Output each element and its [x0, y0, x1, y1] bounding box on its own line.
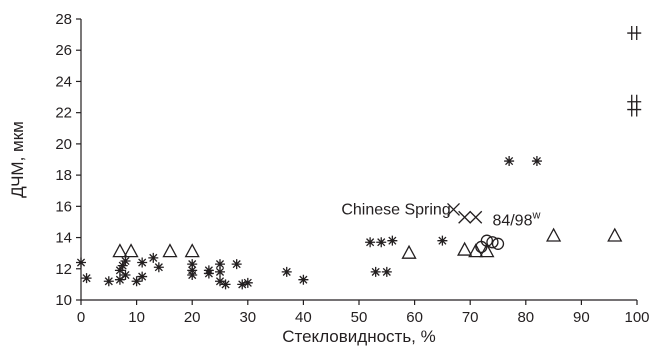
data-point-triangle	[546, 227, 562, 242]
axes	[80, 19, 637, 301]
data-point-asterisk	[370, 266, 381, 277]
data-point-cross	[447, 202, 460, 216]
data-point-triangle	[162, 243, 178, 258]
data-point-asterisk	[242, 277, 253, 288]
y-tick-label: 22	[55, 105, 72, 122]
y-tick-label: 10	[55, 292, 72, 309]
data-point-asterisk	[220, 279, 231, 290]
y-tick-label: 14	[55, 230, 72, 247]
data-point-triangle	[401, 244, 417, 259]
data-point-cross	[458, 210, 472, 224]
x-tick-label: 50	[351, 309, 368, 326]
x-tick-label: 40	[295, 309, 312, 326]
y-tick-label: 18	[55, 167, 72, 184]
data-point-asterisk	[137, 257, 148, 268]
data-point-asterisk	[376, 237, 387, 248]
annotations: Chinese Spring 84/98w	[341, 201, 540, 229]
y-axis-title: ДЧМ, мкм	[8, 121, 27, 198]
data-point-asterisk	[203, 265, 214, 276]
x-tick-label: 90	[573, 309, 590, 326]
data-point-asterisk	[153, 262, 164, 273]
x-axis-title: Стекловидность, %	[282, 327, 436, 346]
y-tick-label: 26	[55, 42, 72, 59]
y-tick-label: 20	[55, 136, 72, 153]
data-point-triangle	[607, 227, 623, 242]
data-point-asterisk	[120, 270, 131, 281]
y-tick-label: 16	[55, 198, 72, 215]
data-point-asterisk	[137, 271, 148, 282]
data-point-asterisk	[231, 259, 242, 270]
data-point-asterisk	[237, 279, 248, 290]
data-point-asterisk	[531, 156, 542, 167]
x-tick-label: 70	[462, 309, 479, 326]
data-point-asterisk	[215, 276, 225, 287]
x-tick-label: 80	[517, 309, 534, 326]
data-point-triangle	[468, 243, 484, 258]
annotation-label: Chinese Spring	[341, 201, 450, 218]
data-point-circle	[486, 236, 499, 249]
data-point-asterisk	[215, 259, 225, 270]
data-point-asterisk	[281, 266, 292, 277]
data-point-asterisk	[81, 273, 92, 284]
data-point-triangle	[184, 243, 200, 258]
data-point-triangle	[479, 243, 495, 258]
data-point-asterisk	[365, 237, 376, 248]
data-point-asterisk	[114, 274, 125, 285]
y-tick-label: 28	[55, 11, 72, 28]
data-point-asterisk	[117, 260, 128, 271]
x-tick-label: 30	[239, 309, 256, 326]
x-tick-label: 100	[624, 309, 649, 326]
data-point-double-plus	[627, 102, 642, 117]
data-point-asterisk	[187, 265, 198, 276]
y-ticks: 10 12 14 16 18 20 22 24 26 28	[55, 11, 81, 309]
data-point-asterisk	[120, 255, 131, 266]
y-tick-label: 12	[55, 261, 72, 278]
x-tick-label: 60	[406, 309, 423, 326]
data-point-asterisk	[504, 156, 515, 167]
data-point-asterisk	[215, 266, 225, 277]
data-point-asterisk	[437, 235, 448, 246]
x-tick-label: 0	[77, 309, 85, 326]
data-point-circle	[491, 237, 505, 250]
data-point-double-plus	[627, 26, 642, 41]
data-point-cross	[469, 210, 483, 224]
data-point-asterisk	[387, 235, 398, 246]
data-points	[76, 26, 642, 290]
x-tick-label: 10	[128, 309, 145, 326]
data-point-asterisk	[103, 276, 114, 287]
data-point-triangle	[123, 243, 139, 258]
data-point-asterisk	[381, 266, 392, 277]
data-point-circle	[480, 234, 494, 247]
annotation-label: 84/98w	[492, 209, 540, 229]
data-point-double-plus	[627, 94, 642, 109]
data-point-asterisk	[131, 276, 142, 287]
data-point-triangle	[457, 241, 473, 256]
data-point-asterisk	[76, 257, 86, 268]
data-point-asterisk	[114, 265, 125, 276]
data-point-asterisk	[298, 274, 309, 285]
x-tick-label: 20	[184, 309, 201, 326]
x-ticks: 0 10 20 30 40 50 60 70 80 90 100	[77, 300, 650, 326]
data-point-asterisk	[148, 252, 159, 263]
data-point-triangle	[112, 243, 128, 258]
y-tick-label: 24	[55, 73, 72, 90]
data-point-asterisk	[187, 259, 198, 270]
